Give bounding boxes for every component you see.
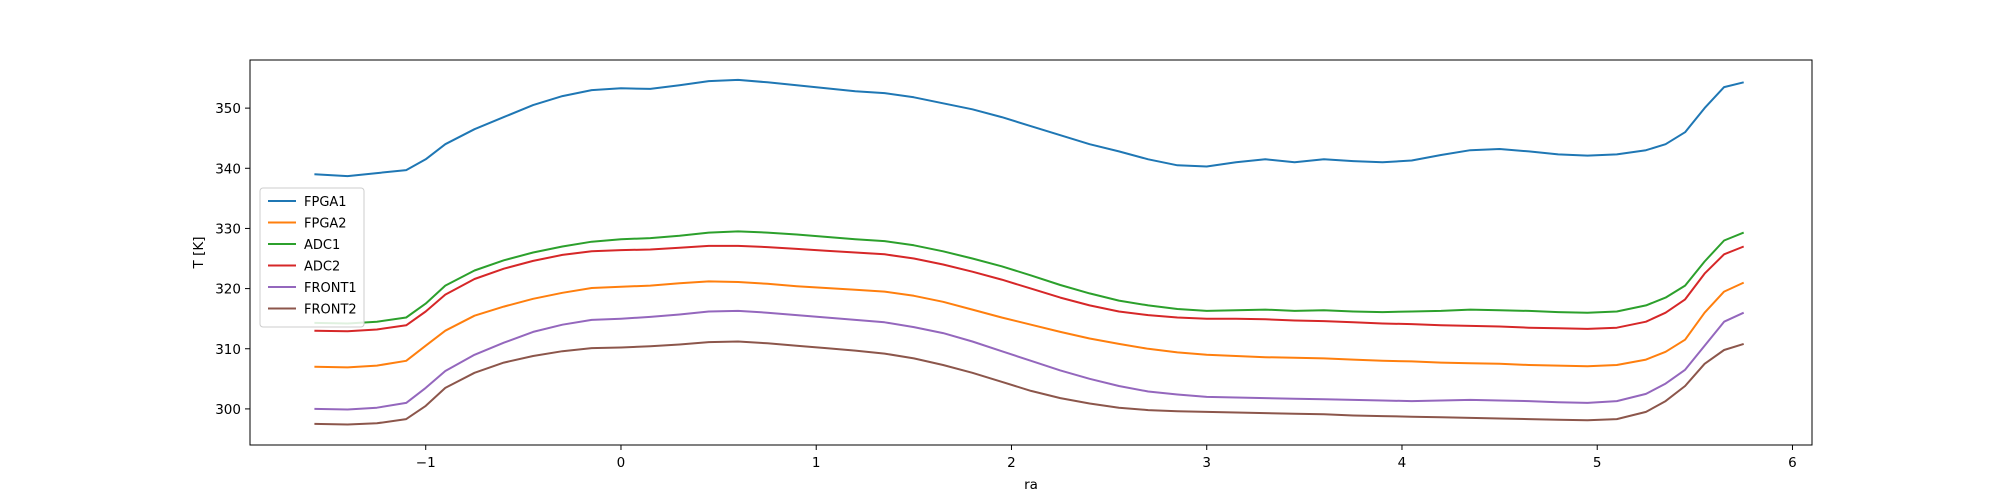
- series-line-fpga2: [314, 280, 1745, 369]
- legend-label-front1: FRONT1: [304, 281, 357, 296]
- series-line-front2: [314, 340, 1744, 426]
- y-axis-label: T [K]: [191, 237, 207, 270]
- y-axis: 300 310 320 330 340 350: [215, 101, 250, 418]
- x-axis: −1 0 1 2 3 4 5 6: [416, 445, 1797, 471]
- legend-label-front2: FRONT2: [304, 303, 357, 318]
- x-tick-label: −1: [416, 455, 436, 471]
- x-axis-label: ra: [1024, 477, 1038, 493]
- y-tick-label: 350: [215, 101, 241, 117]
- y-tick-label: 330: [215, 221, 241, 237]
- x-tick-label: 2: [1007, 455, 1016, 471]
- y-tick-label: 320: [215, 282, 241, 298]
- series-line-front1: [314, 309, 1745, 411]
- legend-label-adc2: ADC2: [304, 260, 340, 275]
- x-tick-label: 4: [1398, 455, 1407, 471]
- legend-label-fpga2: FPGA2: [304, 217, 347, 232]
- x-tick-label: 5: [1593, 455, 1602, 471]
- x-tick-label: 6: [1788, 455, 1797, 471]
- series-line-adc1: [314, 230, 1745, 325]
- y-tick-label: 300: [215, 402, 241, 418]
- series-line-adc2: [314, 244, 1745, 333]
- plot-frame: [249, 59, 1813, 446]
- series-layer: [314, 78, 1745, 426]
- legend: FPGA1 FPGA2 ADC1 ADC2 FRONT1 FRONT2: [259, 187, 365, 328]
- y-tick-label: 340: [215, 161, 241, 177]
- legend-label-adc1: ADC1: [304, 238, 340, 253]
- series-line-fpga1: [314, 78, 1744, 178]
- legend-label-fpga1: FPGA1: [304, 195, 347, 210]
- x-tick-label: 1: [812, 455, 821, 471]
- x-tick-label: 3: [1202, 455, 1211, 471]
- x-tick-label: 0: [617, 455, 626, 471]
- y-tick-label: 310: [215, 342, 241, 358]
